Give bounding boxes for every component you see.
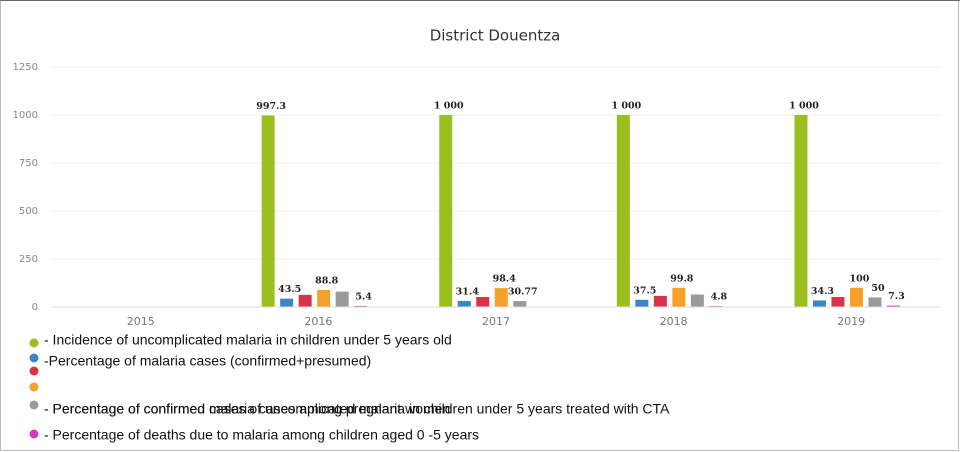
data-label: 34.3: [811, 286, 834, 297]
bar: [849, 287, 863, 307]
bar: [513, 301, 527, 307]
legend-label: -Percentage of malaria cases (confirmed+…: [44, 353, 371, 369]
legend-label: - Incidence of uncomplicated malaria in …: [44, 332, 452, 348]
legend-marker: [29, 382, 39, 392]
data-label: 50: [871, 283, 885, 294]
y-tick-label: 0: [32, 302, 38, 313]
x-tick-label: 2019: [837, 315, 865, 328]
bar: [794, 115, 808, 307]
legend-label: - Percentage of confirmed cases of uncom…: [44, 401, 670, 417]
legend-marker: [29, 400, 39, 410]
data-label: 100: [850, 273, 870, 284]
bar: [672, 287, 686, 307]
bar: [616, 115, 630, 307]
bar: [280, 298, 294, 307]
legend-marker: [29, 338, 39, 348]
data-label: 4.8: [711, 292, 728, 303]
data-label: 7.3: [888, 291, 905, 302]
bar: [476, 297, 490, 307]
data-label: 31.4: [456, 286, 480, 297]
x-tick-label: 2018: [660, 315, 688, 328]
bar: [439, 115, 453, 307]
data-label: 99.8: [670, 273, 694, 284]
data-label: 1 000: [611, 101, 641, 112]
x-tick-label: 2016: [304, 315, 332, 328]
legend-marker: [29, 429, 39, 439]
data-label: 30.77: [508, 287, 538, 298]
data-label: 37.5: [633, 285, 656, 296]
y-tick-label: 1000: [13, 110, 38, 121]
y-tick-label: 500: [19, 206, 38, 217]
y-tick-label: 750: [19, 158, 38, 169]
bar: [690, 294, 704, 307]
legend-label: - Percentage of deaths due to malaria am…: [44, 427, 479, 443]
data-label: 5.4: [355, 291, 372, 302]
bar: [653, 295, 667, 307]
y-tick-label: 250: [19, 254, 38, 265]
bar: [886, 305, 900, 307]
chart-title: District Douentza: [430, 27, 561, 45]
y-tick-label: 1250: [13, 62, 38, 73]
bar: [494, 288, 508, 307]
bar: [868, 297, 882, 307]
legend-marker: [29, 366, 39, 376]
data-label: 43.5: [278, 284, 301, 295]
data-label: 1 000: [434, 101, 464, 112]
legend-marker: [29, 353, 39, 363]
bar: [635, 299, 649, 307]
bar: [354, 305, 368, 307]
data-label: 1 000: [789, 101, 819, 112]
x-tick-label: 2015: [127, 315, 155, 328]
bar: [335, 291, 349, 307]
bar: [457, 300, 471, 307]
bar: [831, 297, 845, 307]
x-tick-label: 2017: [482, 315, 510, 328]
data-label: 88.8: [315, 275, 339, 286]
bar: [298, 294, 312, 307]
bar: [812, 300, 826, 307]
legend-label: - Percentage of confirmed malaria cases …: [44, 401, 450, 417]
data-label: 997.3: [256, 101, 286, 112]
bar: [317, 289, 331, 307]
data-label: 98.4: [493, 274, 517, 285]
bar: [261, 115, 275, 307]
